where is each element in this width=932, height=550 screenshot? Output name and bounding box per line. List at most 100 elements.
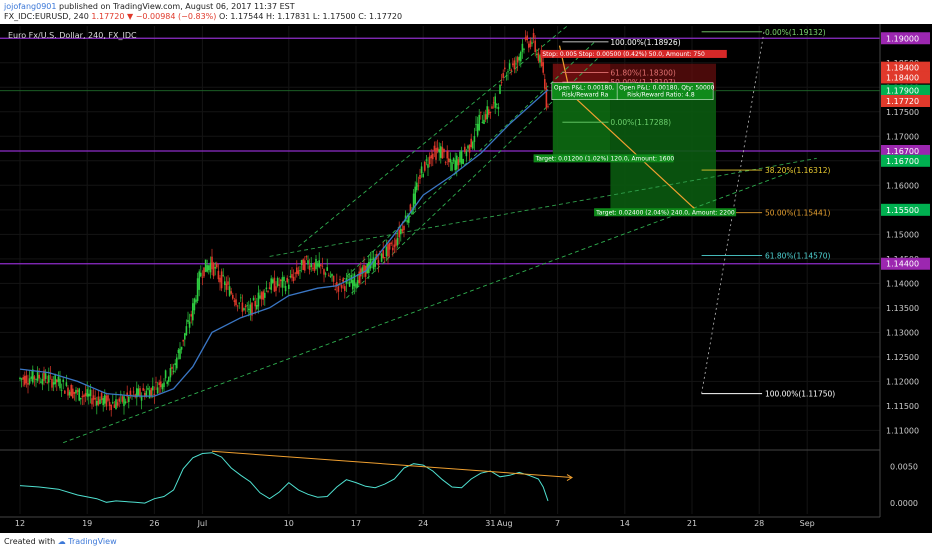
divergence-line [211, 450, 573, 479]
candle-body [470, 138, 472, 147]
candle-body [142, 388, 144, 391]
candle-body [312, 267, 314, 269]
candle-body [374, 258, 376, 267]
candle-body [254, 300, 256, 307]
candle-body [283, 277, 285, 282]
candle-body [99, 399, 101, 405]
candle-body [152, 386, 154, 391]
candle-body [369, 258, 372, 269]
candle-body [174, 363, 176, 366]
candle-body [216, 263, 218, 268]
candle-body [211, 256, 213, 270]
candle-body [507, 71, 509, 73]
candle-body [483, 119, 485, 125]
candle-body [504, 67, 506, 70]
candle-body [371, 259, 373, 260]
candle-body [268, 287, 271, 290]
last-price: 1.17720 [91, 12, 125, 21]
candle-body [252, 297, 255, 301]
candle-body [180, 346, 183, 350]
candle-body [126, 392, 128, 397]
price-tag: 1.16700 [886, 157, 919, 166]
candle-body [57, 376, 60, 383]
candle-body [436, 147, 439, 152]
chart-title: Euro Fx/U.S. Dollar, 240, FX_IDC [8, 31, 137, 40]
candle-body [467, 145, 469, 149]
candle-body [379, 251, 381, 253]
x-tick-label: Aug [497, 519, 513, 528]
moving-average-line [19, 89, 549, 397]
candle-body [38, 374, 40, 379]
candle-body [496, 103, 498, 105]
axes: 1.195001.190001.185001.180001.175001.170… [0, 24, 932, 533]
stop-label-1-bg [540, 49, 605, 58]
candle-body [267, 291, 269, 292]
candle-body [235, 299, 237, 306]
price-tag-bg [881, 257, 930, 270]
candle-body [425, 159, 428, 161]
candle-body [449, 158, 452, 163]
candle-body [363, 265, 365, 273]
candle-body [324, 273, 327, 275]
candle-body [288, 284, 290, 289]
candle-body [328, 274, 330, 276]
trade-labels: Stop: 0.00500 (0.42%Stop: 0.00500 (0.42%… [533, 49, 737, 217]
candle-body [46, 382, 48, 384]
price-axis-bg [880, 24, 932, 533]
candle-body [302, 259, 304, 271]
open-value: O: 1.17544 [218, 12, 264, 21]
y-tick-label: 1.13000 [886, 328, 919, 337]
candle-body [377, 260, 380, 266]
candle-body [523, 48, 525, 50]
oscillator-pane [19, 450, 573, 504]
candle-body [408, 214, 410, 223]
candle-body [457, 159, 460, 166]
candle-body [528, 43, 530, 48]
candle-body [264, 292, 266, 298]
candle-body [396, 237, 399, 246]
candle-body [486, 106, 488, 120]
chart-grid [0, 26, 880, 514]
candle-body [492, 102, 495, 104]
candle-body [166, 381, 168, 384]
x-tick-label: 17 [351, 519, 361, 528]
target-label-2: Target: 0.02400 (2.04%) 240.0, Amount: 2… [595, 209, 735, 216]
price-chart[interactable]: 100.00%(1.18926) 61.80%(1.18300) 50.00%(1.… [0, 24, 932, 533]
candle-body [337, 286, 340, 292]
y-tick-label: 1.17500 [886, 108, 919, 117]
candle-body [121, 396, 124, 402]
candle-body [262, 291, 264, 300]
candle-body [177, 349, 180, 354]
candle-body [62, 379, 64, 382]
brand-link[interactable]: TradingView [68, 537, 117, 546]
candle-body [67, 387, 69, 396]
candle-body [412, 193, 415, 210]
price-tag: 1.16700 [886, 147, 919, 156]
candle-body [100, 392, 103, 400]
oscillator-line [19, 452, 549, 504]
candle-body [92, 395, 95, 400]
candle-body [20, 378, 23, 380]
target-label-1: Target: 0.01200 (1.02%) 120.0, Amount: 1… [535, 155, 675, 162]
candle-body [388, 242, 391, 250]
candle-body [296, 267, 298, 274]
trend-channels [63, 25, 817, 444]
candle-body [472, 141, 474, 149]
author-link[interactable]: jojofang0901 [4, 2, 57, 11]
rr-label-1: Risk/Reward Ra [562, 92, 609, 99]
fib-extension-guide [701, 31, 765, 394]
candle-body [499, 84, 501, 94]
candle-body [190, 314, 192, 317]
candle-body [427, 164, 429, 168]
candle-body [198, 271, 200, 290]
candle-body [19, 377, 21, 380]
candle-body [286, 277, 288, 283]
candle-body [420, 166, 423, 174]
candle-body [256, 305, 258, 310]
candle-body [158, 382, 160, 386]
candle-body [323, 269, 325, 275]
candle-body [88, 393, 90, 397]
fib-upper-label: 61.80%(1.18300) [610, 69, 676, 78]
chart-footer: Created with ☁ TradingView [0, 533, 932, 550]
candle-body [300, 260, 303, 265]
